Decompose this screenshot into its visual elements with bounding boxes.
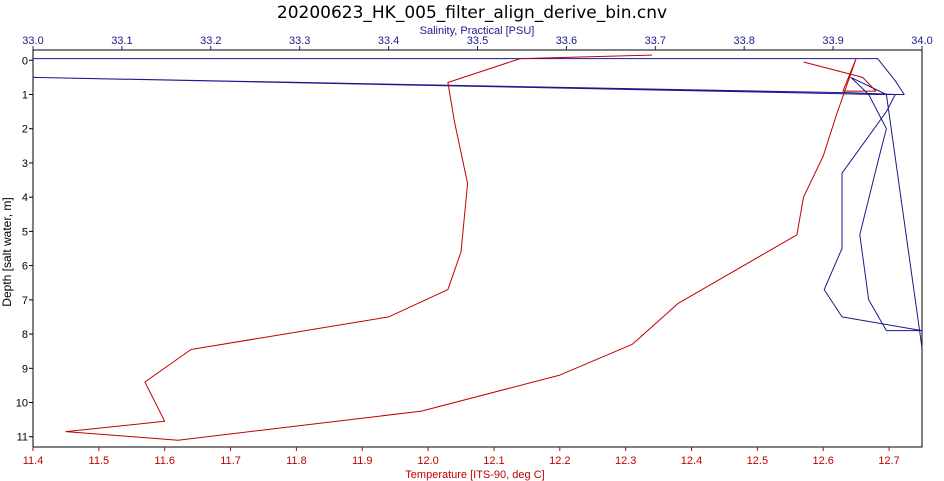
bottom-tick-label: 12.1 xyxy=(483,455,504,467)
bottom-tick-label: 11.6 xyxy=(154,455,175,467)
y-axis-label: Depth [salt water, m] xyxy=(0,197,14,306)
y-tick-label: 5 xyxy=(22,226,28,238)
top-tick-label: 33.1 xyxy=(111,35,132,47)
top-tick-label: 33.9 xyxy=(822,35,843,47)
y-tick-label: 10 xyxy=(16,398,28,410)
chart-title: 20200623_HK_005_filter_align_derive_bin.… xyxy=(277,3,667,23)
temperature-series-line xyxy=(65,54,877,441)
top-tick-label: 33.0 xyxy=(22,35,43,47)
bottom-axis-label: Temperature [ITS-90, deg C] xyxy=(405,469,544,481)
y-tick-label: 3 xyxy=(22,158,28,170)
plot-frame xyxy=(32,49,923,448)
bottom-tick-label: 12.2 xyxy=(549,455,570,467)
top-tick-label: 34.0 xyxy=(911,35,932,47)
y-tick-label: 11 xyxy=(17,432,28,444)
bottom-tick-label: 12.7 xyxy=(878,455,899,467)
bottom-tick-label: 12.4 xyxy=(681,455,702,467)
y-tick-label: 1 xyxy=(22,89,28,101)
bottom-tick-label: 12.5 xyxy=(747,455,768,467)
bottom-tick-label: 11.7 xyxy=(220,455,241,467)
y-tick-label: 0 xyxy=(22,55,28,67)
salinity-series-line xyxy=(32,58,923,348)
top-tick-label: 33.2 xyxy=(200,35,221,47)
bottom-tick-label: 11.4 xyxy=(23,455,44,467)
y-tick-label: 2 xyxy=(22,124,28,136)
y-tick-label: 9 xyxy=(22,363,28,375)
bottom-tick-label: 11.5 xyxy=(89,455,110,467)
y-tick-label: 6 xyxy=(22,261,28,273)
y-tick-label: 7 xyxy=(22,295,28,307)
bottom-tick-label: 12.0 xyxy=(417,455,438,467)
top-tick-label: 33.7 xyxy=(645,35,666,47)
bottom-tick-label: 12.6 xyxy=(813,455,834,467)
top-tick-label: 33.5 xyxy=(467,35,488,47)
top-tick-label: 33.8 xyxy=(733,35,754,47)
top-axis-label: Salinity, Practical [PSU] xyxy=(420,25,535,37)
ticks-layer: 0 1 2 3 4 5 6 7 8 9 10 11 33.0 33.1 33.2 33.3 33.4 33.5 33… xyxy=(16,35,933,467)
bottom-tick-label: 12.3 xyxy=(615,455,636,467)
top-tick-label: 33.4 xyxy=(378,35,399,47)
bottom-tick-label: 11.9 xyxy=(352,455,373,467)
bottom-tick-label: 11.8 xyxy=(286,455,307,467)
top-tick-label: 33.6 xyxy=(556,35,577,47)
series-layer xyxy=(32,54,923,441)
top-tick-label: 33.3 xyxy=(289,35,310,47)
y-tick-label: 4 xyxy=(22,192,28,204)
y-tick-label: 8 xyxy=(22,329,28,341)
